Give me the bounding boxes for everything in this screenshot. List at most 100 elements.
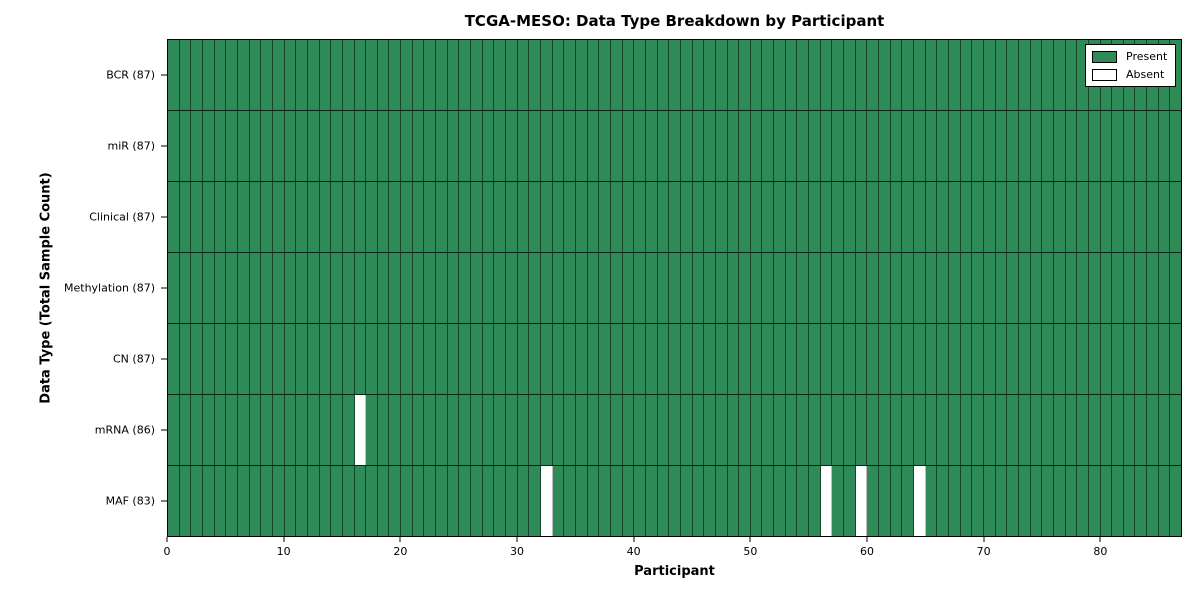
cell-present bbox=[1030, 395, 1043, 465]
cell-present bbox=[1042, 395, 1054, 465]
cell-present bbox=[727, 253, 740, 323]
cell-present bbox=[389, 466, 402, 536]
cell-present bbox=[1018, 324, 1031, 394]
cell-present bbox=[1018, 40, 1031, 110]
x-tick-label: 20 bbox=[393, 545, 408, 558]
cell-present bbox=[331, 395, 343, 465]
cell-present bbox=[925, 466, 938, 536]
x-tick-mark bbox=[633, 537, 635, 542]
cell-present bbox=[237, 324, 250, 394]
cell-present bbox=[226, 182, 238, 252]
x-tick-mark bbox=[866, 537, 868, 542]
cell-present bbox=[704, 466, 716, 536]
cell-present bbox=[599, 253, 611, 323]
cell-present bbox=[704, 324, 716, 394]
cell-present bbox=[774, 253, 786, 323]
cell-present bbox=[179, 324, 192, 394]
cell-present bbox=[471, 253, 483, 323]
cell-present bbox=[214, 324, 227, 394]
cell-present bbox=[1007, 324, 1019, 394]
heatmap-row-cn bbox=[168, 324, 1182, 395]
cell-present bbox=[1042, 253, 1054, 323]
cell-present bbox=[914, 324, 926, 394]
cell-present bbox=[634, 395, 646, 465]
cell-present bbox=[459, 182, 472, 252]
cell-present bbox=[1018, 253, 1031, 323]
cell-absent bbox=[855, 466, 868, 536]
cell-present bbox=[249, 182, 262, 252]
cell-present bbox=[983, 40, 996, 110]
cell-present bbox=[1053, 466, 1066, 536]
y-tick-mark bbox=[161, 429, 167, 431]
cell-present bbox=[541, 395, 553, 465]
cell-present bbox=[669, 324, 681, 394]
cell-present bbox=[1158, 466, 1171, 536]
cell-present bbox=[925, 253, 938, 323]
cell-present bbox=[983, 253, 996, 323]
cell-present bbox=[272, 111, 285, 181]
cell-present bbox=[401, 111, 413, 181]
cell-present bbox=[1147, 111, 1159, 181]
cell-present bbox=[1053, 40, 1066, 110]
cell-present bbox=[622, 324, 635, 394]
cell-present bbox=[622, 111, 635, 181]
cell-present bbox=[855, 40, 868, 110]
cell-present bbox=[762, 182, 775, 252]
cell-present bbox=[879, 395, 891, 465]
cell-present bbox=[669, 182, 681, 252]
cell-present bbox=[867, 40, 880, 110]
cell-present bbox=[529, 182, 541, 252]
cell-present bbox=[587, 324, 600, 394]
cell-present bbox=[937, 395, 949, 465]
cell-present bbox=[610, 253, 623, 323]
cell-present bbox=[202, 253, 215, 323]
cell-present bbox=[517, 466, 530, 536]
cell-present bbox=[272, 182, 285, 252]
cell-present bbox=[296, 111, 308, 181]
cell-present bbox=[1077, 324, 1089, 394]
cell-present bbox=[890, 253, 903, 323]
cell-present bbox=[1030, 324, 1043, 394]
cell-present bbox=[704, 40, 716, 110]
cell-present bbox=[832, 253, 845, 323]
cell-present bbox=[914, 182, 926, 252]
x-tick-mark bbox=[749, 537, 751, 542]
y-tick-label: BCR (87) bbox=[106, 68, 155, 82]
cell-present bbox=[389, 324, 402, 394]
cell-present bbox=[634, 40, 646, 110]
x-tick-mark bbox=[399, 537, 401, 542]
cell-present bbox=[995, 324, 1008, 394]
x-tick-label: 70 bbox=[976, 545, 991, 558]
cell-present bbox=[820, 395, 833, 465]
cell-present bbox=[972, 40, 984, 110]
cell-present bbox=[797, 466, 810, 536]
cell-present bbox=[902, 466, 914, 536]
cell-present bbox=[739, 253, 751, 323]
cell-present bbox=[412, 182, 425, 252]
cell-present bbox=[972, 324, 984, 394]
cell-present bbox=[517, 253, 530, 323]
cell-present bbox=[366, 182, 378, 252]
cell-present bbox=[879, 324, 891, 394]
cell-present bbox=[972, 182, 984, 252]
cell-present bbox=[191, 253, 203, 323]
cell-present bbox=[925, 395, 938, 465]
cell-present bbox=[622, 253, 635, 323]
cell-present bbox=[844, 111, 856, 181]
heatmap-row-maf bbox=[168, 466, 1182, 536]
cell-present bbox=[727, 395, 740, 465]
cell-present bbox=[249, 466, 262, 536]
cell-present bbox=[307, 182, 320, 252]
x-tick-mark bbox=[983, 537, 985, 542]
cell-present bbox=[704, 395, 716, 465]
cell-present bbox=[948, 253, 961, 323]
cell-present bbox=[261, 395, 273, 465]
cell-present bbox=[599, 40, 611, 110]
cell-present bbox=[867, 253, 880, 323]
cell-present bbox=[191, 111, 203, 181]
cell-present bbox=[948, 395, 961, 465]
cell-present bbox=[715, 466, 728, 536]
cell-present bbox=[471, 466, 483, 536]
cell-present bbox=[937, 111, 949, 181]
cell-present bbox=[552, 111, 565, 181]
